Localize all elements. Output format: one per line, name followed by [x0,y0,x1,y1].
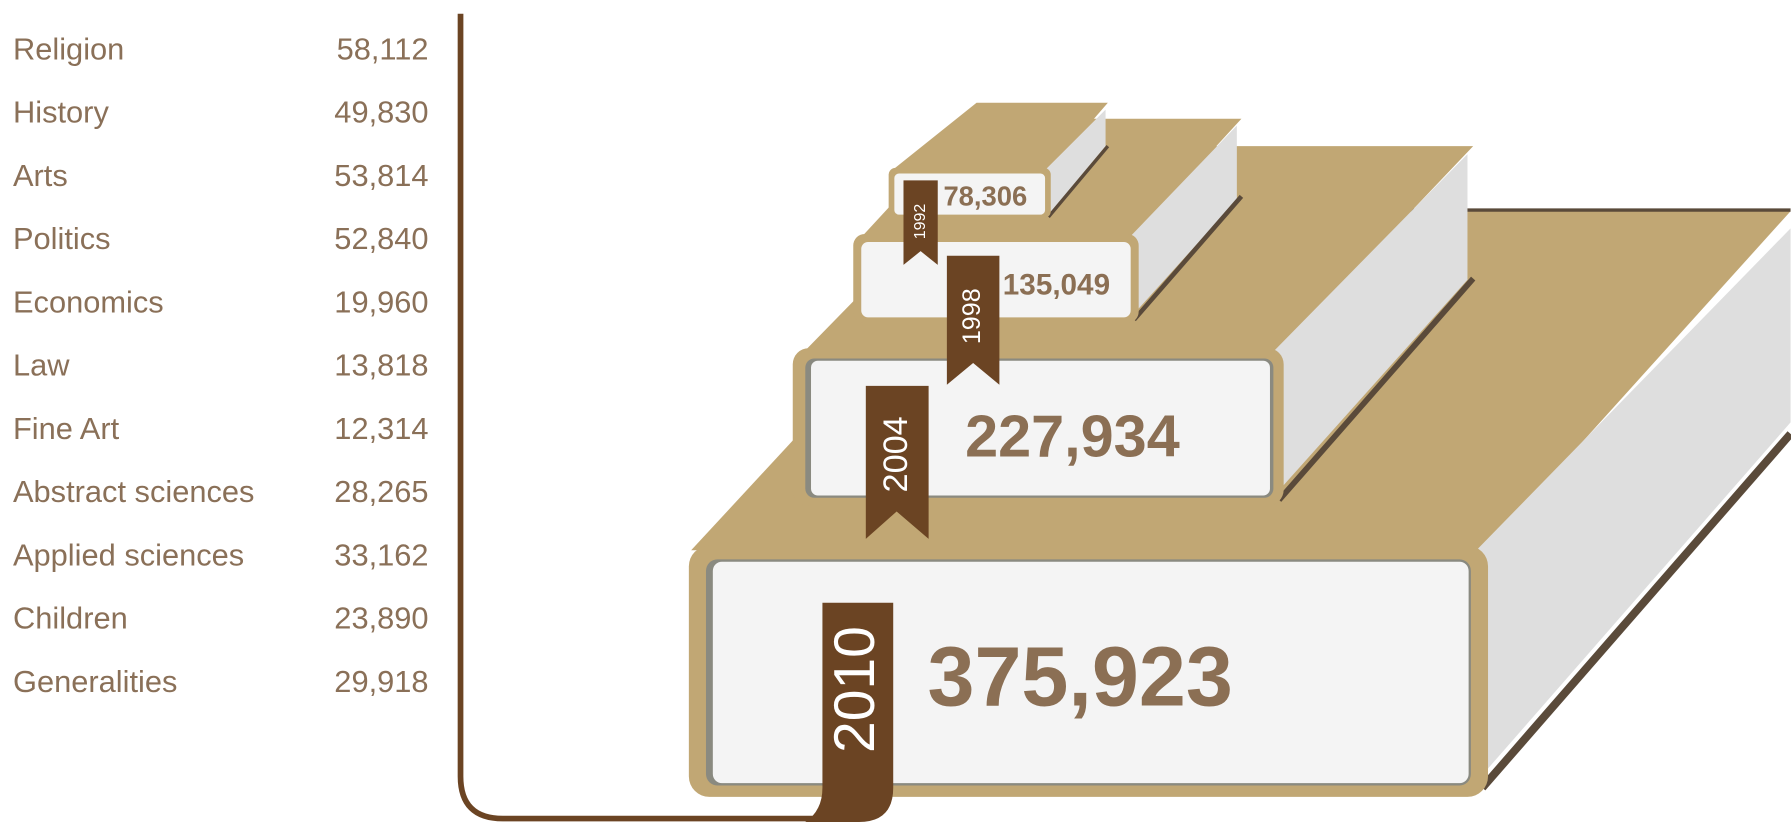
year-label: 2004 [877,416,915,492]
category-name: Politics [13,221,111,256]
year-label: 1992 [912,204,929,240]
ribbon-2010 [805,602,894,822]
year-label: 2010 [823,626,887,753]
book-total: 135,049 [1003,269,1110,302]
category-value: 29,918 [334,664,428,699]
category-name: History [13,95,109,130]
category-value: 19,960 [334,284,428,319]
year-label: 1998 [958,288,986,344]
category-name: Children [13,601,128,636]
category-name: Economics [13,284,164,319]
category-name: Fine Art [13,411,120,446]
category-name: Generalities [13,664,177,699]
category-value: 23,890 [334,601,428,636]
category-value: 28,265 [334,474,428,509]
ribbon-2004 [865,385,929,539]
category-value: 53,814 [334,158,428,193]
category-value: 13,818 [334,348,428,383]
category-name: Law [13,348,70,383]
category-value: 52,840 [334,221,428,256]
category-name: Applied sciences [13,537,244,572]
category-value: 33,162 [334,537,428,572]
bracket-line [457,13,834,822]
category-value: 49,830 [334,95,428,130]
category-name: Abstract sciences [13,474,254,509]
book-total: 375,923 [927,630,1232,724]
category-value: 12,314 [334,411,428,446]
category-value: 58,112 [337,31,429,66]
book-total: 227,934 [965,403,1180,470]
ribbon-1998 [946,255,1000,385]
book-total: 78,306 [943,181,1027,212]
ribbon-1992 [903,180,938,265]
category-name: Religion [13,31,124,66]
category-list: Religion 58,112 History 49,830 Arts 53,814 Pol… [13,31,429,698]
category-name: Arts [13,158,68,193]
